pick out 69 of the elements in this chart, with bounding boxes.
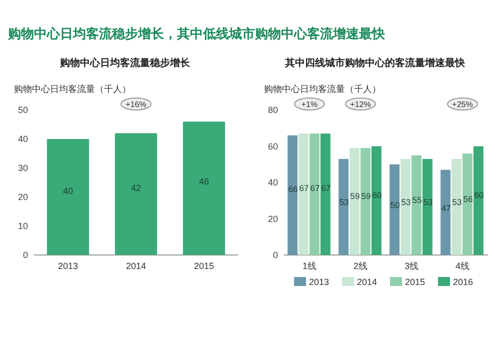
y-axis-title: 购物中心日均客流量（千人） bbox=[14, 84, 131, 94]
y-tick-label: 60 bbox=[268, 141, 278, 152]
data-label: 55 bbox=[412, 195, 422, 206]
y-tick-label: 40 bbox=[268, 178, 278, 188]
data-label: 50 bbox=[390, 200, 400, 210]
y-tick-label: 0 bbox=[22, 250, 28, 260]
data-label: 67 bbox=[310, 183, 320, 194]
chart-subtitle: 其中四线城市购物中心的客流量增速最快 bbox=[284, 57, 466, 69]
data-label: 53 bbox=[452, 197, 462, 208]
data-label: 60 bbox=[474, 190, 484, 200]
bar bbox=[298, 134, 308, 255]
y-tick-label: 50 bbox=[18, 105, 28, 115]
chart-subtitle: 购物中心日均客流量稳步增长 bbox=[59, 57, 191, 69]
data-label: 42 bbox=[130, 183, 142, 194]
legend-label: 2014 bbox=[357, 277, 378, 287]
bar bbox=[338, 158, 349, 255]
data-label: 56 bbox=[463, 194, 473, 204]
legend-label: 2016 bbox=[453, 277, 474, 287]
legend-label: 2013 bbox=[309, 277, 330, 287]
x-tick-label: 2014 bbox=[126, 261, 146, 271]
y-tick-label: 30 bbox=[18, 163, 28, 173]
chart-title: 购物中心日均客流稳步增长，其中低线城市购物中心客流增速最快 bbox=[7, 26, 386, 41]
bar bbox=[400, 158, 410, 255]
y-tick-label: 40 bbox=[18, 134, 28, 144]
x-tick-label: 3线 bbox=[404, 261, 419, 271]
text: +12% bbox=[350, 100, 371, 109]
bar bbox=[440, 170, 451, 255]
bar bbox=[390, 164, 400, 255]
bar bbox=[310, 134, 320, 255]
text: +16% bbox=[126, 100, 146, 109]
bar bbox=[350, 148, 360, 255]
x-tick-label: 2线 bbox=[353, 261, 368, 271]
y-tick-label: 80 bbox=[268, 105, 278, 115]
y-tick-label: 20 bbox=[18, 192, 28, 202]
bar bbox=[288, 135, 298, 255]
data-label: 60 bbox=[372, 190, 382, 200]
y-tick-label: 10 bbox=[18, 221, 28, 231]
data-label: 67 bbox=[321, 183, 331, 194]
bar bbox=[182, 122, 226, 255]
x-tick-label: 4线 bbox=[455, 261, 470, 271]
data-label: 47 bbox=[441, 203, 452, 214]
data-label: 53 bbox=[339, 197, 350, 208]
bar bbox=[320, 134, 330, 255]
y-tick-label: 20 bbox=[268, 214, 278, 224]
bar bbox=[360, 148, 370, 255]
data-label: 53 bbox=[423, 197, 433, 208]
data-label: 66 bbox=[288, 184, 298, 194]
x-tick-label: 1线 bbox=[302, 261, 317, 271]
data-label: 53 bbox=[401, 197, 412, 208]
bar bbox=[422, 158, 432, 255]
bar bbox=[452, 158, 462, 255]
bar bbox=[473, 146, 484, 255]
x-tick-label: 2013 bbox=[58, 261, 78, 271]
data-label: 67 bbox=[299, 183, 310, 194]
data-label: 40 bbox=[62, 186, 74, 196]
bar bbox=[462, 154, 472, 255]
bar bbox=[114, 133, 158, 255]
data-label: 46 bbox=[198, 176, 210, 187]
bar bbox=[412, 155, 422, 255]
x-tick-label: 2015 bbox=[194, 261, 214, 271]
legend-label: 2015 bbox=[405, 277, 426, 287]
y-tick-label: 0 bbox=[272, 250, 278, 260]
text: +1% bbox=[301, 100, 318, 109]
data-label: 59 bbox=[350, 191, 360, 202]
y-axis-title: 购物中心日均客流量（千人） bbox=[264, 84, 381, 94]
bar bbox=[371, 146, 382, 255]
bar bbox=[46, 139, 90, 255]
data-label: 59 bbox=[361, 191, 371, 202]
text: +25% bbox=[452, 100, 473, 109]
